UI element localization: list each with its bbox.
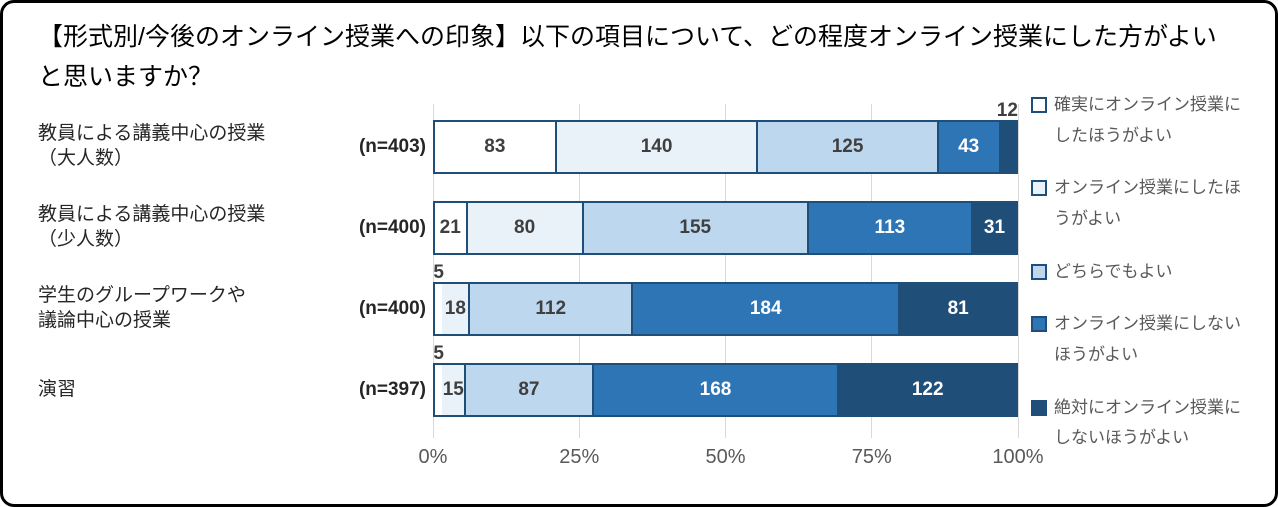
bar-value-label: 5 <box>433 343 444 365</box>
bar-value-label: 155 <box>679 217 712 238</box>
gridline <box>725 104 726 438</box>
plot-area: 83 140 125 43 12 21 80 155 113 31 5 18 112 184 81 5 15 87… <box>419 100 1044 468</box>
bar-value-label: 140 <box>640 136 673 157</box>
category-row: 演習 (n=397) <box>38 363 433 417</box>
category-labels-column: 教員による講義中心の授業 （大人数） (n=403) 教員による講義中心の授業 （少人数… <box>38 104 433 454</box>
sample-size-label: (n=403) <box>358 136 426 157</box>
axis-tick-label: 0% <box>418 446 448 468</box>
bar-segment: 18 <box>442 284 469 334</box>
x-axis: 0% 25% 50% 75% 100% <box>419 438 1044 474</box>
bar-segment: 43 <box>936 122 999 172</box>
bar-value-label: 31 <box>983 217 1006 238</box>
axis-tick-label: 25% <box>559 446 600 468</box>
bar-segment: 21 <box>435 203 466 253</box>
bar-segment: 87 <box>464 365 592 415</box>
bar-value-label: 87 <box>518 379 540 400</box>
bar-value-label: 125 <box>831 136 864 157</box>
category-row: 学生のグループワークや 議論中心の授業 (n=400) <box>38 282 433 336</box>
bar-value-label: 122 <box>911 379 944 400</box>
bar-segment <box>435 365 443 415</box>
bar-segment: 83 <box>435 122 555 172</box>
bars-layer: 83 140 125 43 12 21 80 155 113 31 5 18 112 184 81 5 15 87… <box>433 100 1018 417</box>
gridline <box>871 104 873 438</box>
legend-item-label: オンライン授業にしたほうがよい <box>1054 178 1241 228</box>
sample-size-label: (n=397) <box>358 379 426 400</box>
bar-value-label: 113 <box>874 217 906 238</box>
bar-row: 21 80 155 113 31 <box>433 201 1018 255</box>
bar-value-label: 81 <box>947 298 969 319</box>
legend-item: 絶対にオンライン授業にしないほうがよい <box>1031 393 1275 454</box>
legend-swatch <box>1031 97 1047 113</box>
bar-segment: 184 <box>631 284 899 334</box>
axis-tick-label: 50% <box>705 446 746 468</box>
bar-value-label: 43 <box>958 136 980 157</box>
category-label: 教員による講義中心の授業 （少人数） <box>38 204 266 250</box>
bar-segment <box>998 122 1016 172</box>
legend-item-label: オンライン授業にしないほうがよい <box>1054 314 1241 365</box>
category-label: 学生のグループワークや 議論中心の授業 <box>38 285 246 331</box>
bar-row: 83 140 125 43 12 <box>433 100 1018 174</box>
legend-item: 確実にオンライン授業にしたほうがよい <box>1031 90 1275 151</box>
category-row: 教員による講義中心の授業 （少人数） (n=400) <box>38 201 433 255</box>
bar-segment: 125 <box>756 122 937 172</box>
legend-item-label: 絶対にオンライン授業にしないほうがよい <box>1054 397 1241 448</box>
gridline <box>432 104 434 438</box>
bar-segment: 140 <box>554 122 757 172</box>
bar-segment: 31 <box>970 203 1016 253</box>
bar-value-label: 168 <box>699 379 732 400</box>
bar-segment: 168 <box>591 365 838 415</box>
legend-swatch <box>1031 316 1047 333</box>
bar-value-label: 83 <box>484 136 506 157</box>
bar-value-label: 12 <box>996 100 1018 122</box>
bar-segment: 81 <box>898 284 1016 334</box>
bar-value-label: 21 <box>439 217 461 238</box>
category-row: 教員による講義中心の授業 （大人数） (n=403) <box>38 120 433 174</box>
bar-value-label: 112 <box>535 298 567 319</box>
bar-value-label: 184 <box>749 298 782 319</box>
sample-size-label: (n=400) <box>358 298 426 319</box>
gridline <box>1017 104 1019 438</box>
bar-row: 5 18 112 184 81 <box>433 262 1018 336</box>
bar-segment: 112 <box>468 284 632 334</box>
axis-tick-label: 75% <box>851 446 892 468</box>
bar-value-label: 80 <box>514 217 536 238</box>
axis-tick-label: 100% <box>992 446 1044 468</box>
legend-swatch <box>1031 399 1047 416</box>
legend-item-label: どちらでもよい <box>1054 261 1173 281</box>
legend: 確実にオンライン授業にしたほうがよい オンライン授業にしたほうがよいどちらでもよい… <box>1018 90 1275 454</box>
bar-segment: 155 <box>581 203 807 253</box>
category-label: 教員による講義中心の授業 （大人数） <box>38 123 266 169</box>
gridline <box>578 104 580 438</box>
legend-item: オンライン授業にしたほうがよい <box>1031 173 1275 234</box>
bar-value-label: 5 <box>433 262 444 284</box>
bar-value-label: 15 <box>442 379 464 400</box>
bar-segment: 15 <box>442 365 465 415</box>
chart-title: 【形式別/今後のオンライン授業への印象】以下の項目について、どの程度オンライン授… <box>38 23 1217 91</box>
bar-value-label: 18 <box>444 298 466 319</box>
legend-item-label: 確実にオンライン授業にしたほうがよい <box>1054 95 1241 145</box>
bar-segment: 80 <box>465 203 582 253</box>
category-label: 演習 <box>38 378 77 400</box>
sample-size-label: (n=400) <box>358 217 426 238</box>
bar-row: 5 15 87 168 122 <box>433 343 1018 417</box>
chart-area: 教員による講義中心の授業 （大人数） (n=403) 教員による講義中心の授業 （少人数… <box>3 95 1275 468</box>
bar-segment <box>435 284 443 334</box>
legend-swatch <box>1031 263 1047 280</box>
legend-item: どちらでもよい <box>1031 257 1275 288</box>
legend-item: オンライン授業にしないほうがよい <box>1031 309 1275 370</box>
bar-segment: 113 <box>806 203 971 253</box>
bar-segment: 122 <box>837 365 1016 415</box>
legend-swatch <box>1031 180 1047 197</box>
